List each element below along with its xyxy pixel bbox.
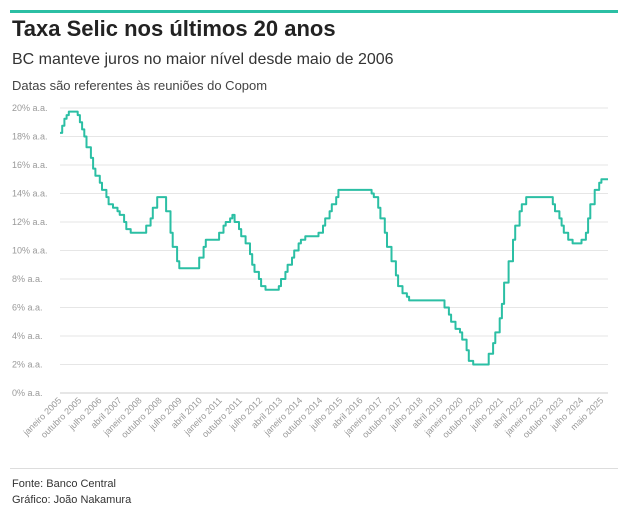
y-tick-label: 0% a.a. <box>12 388 43 398</box>
y-tick-label: 20% a.a. <box>12 103 48 113</box>
grid-layer <box>60 107 608 394</box>
y-tick-label: 14% a.a. <box>12 189 48 199</box>
footer-divider <box>10 468 618 469</box>
y-axis-ticks: 0% a.a. 2% a.a. 4% a.a. 6% a.a. 8% a.a. 10% a… <box>12 103 48 398</box>
y-tick-label: 16% a.a. <box>12 160 48 170</box>
y-tick-label: 2% a.a. <box>12 360 43 370</box>
selic-series-line <box>60 110 608 366</box>
y-tick-label: 18% a.a. <box>12 132 48 142</box>
chart-note: Datas são referentes às reuniões do Copo… <box>12 78 268 93</box>
y-tick-label: 4% a.a. <box>12 331 43 341</box>
credit-note: Gráfico: João Nakamura <box>12 494 132 506</box>
y-tick-label: 6% a.a. <box>12 303 43 313</box>
y-tick-label: 10% a.a. <box>12 246 48 256</box>
selic-line-chart: 0% a.a. 2% a.a. 4% a.a. 6% a.a. 8% a.a. 10% a… <box>12 103 608 440</box>
y-tick-label: 12% a.a. <box>12 217 48 227</box>
source-note: Fonte: Banco Central <box>12 478 116 490</box>
series-layer <box>60 110 608 366</box>
y-tick-label: 8% a.a. <box>12 274 43 284</box>
chart-subtitle: BC manteve juros no maior nível desde ma… <box>12 51 394 68</box>
chart-title: Taxa Selic nos últimos 20 anos <box>12 16 336 41</box>
top-accent-rule <box>10 10 618 13</box>
